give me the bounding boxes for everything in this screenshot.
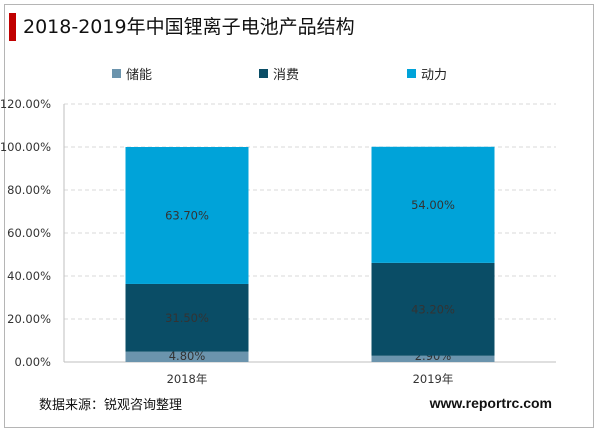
legend: 储能 消费 动力	[0, 64, 600, 84]
website-watermark: www.reportrc.com	[429, 395, 552, 411]
legend-swatch-storage	[112, 69, 121, 78]
data-label-storage: 4.80%	[169, 349, 206, 363]
legend-item-power: 动力	[407, 64, 447, 83]
legend-label-consumer: 消费	[273, 68, 300, 83]
title-accent-bar	[9, 13, 16, 41]
bar-segment-consumer	[125, 283, 249, 352]
x-tick-label: 2018年	[167, 372, 208, 386]
data-label-power: 54.00%	[411, 198, 455, 212]
data-label-consumer: 43.20%	[411, 302, 455, 316]
y-tick-label: 20.00%	[7, 312, 51, 326]
legend-label-power: 动力	[421, 68, 448, 83]
bar-segment-storage	[371, 355, 495, 362]
y-tick-label: 120.00%	[0, 97, 51, 111]
data-label-power: 63.70%	[165, 208, 209, 222]
bar-segment-storage	[125, 351, 249, 362]
data-label-consumer: 31.50%	[165, 311, 209, 325]
data-source: 数据来源：锐观咨询整理	[39, 398, 183, 413]
y-tick-label: 100.00%	[0, 140, 51, 154]
legend-item-consumer: 消费	[259, 64, 299, 83]
bar-segment-consumer	[371, 262, 495, 356]
legend-swatch-power	[407, 69, 416, 78]
chart-frame	[4, 4, 594, 428]
legend-swatch-consumer	[259, 69, 268, 78]
bar-segment-power	[371, 146, 495, 263]
y-tick-label: 80.00%	[7, 183, 51, 197]
y-tick-label: 60.00%	[7, 226, 51, 240]
y-tick-label: 0.00%	[14, 355, 51, 369]
bar-segment-power	[125, 147, 249, 284]
legend-label-storage: 储能	[126, 68, 153, 83]
legend-item-storage: 储能	[112, 64, 152, 83]
x-tick-label: 2019年	[413, 372, 454, 386]
y-tick-label: 40.00%	[7, 269, 51, 283]
chart-title: 2018-2019年中国锂离子电池产品结构	[23, 16, 355, 38]
